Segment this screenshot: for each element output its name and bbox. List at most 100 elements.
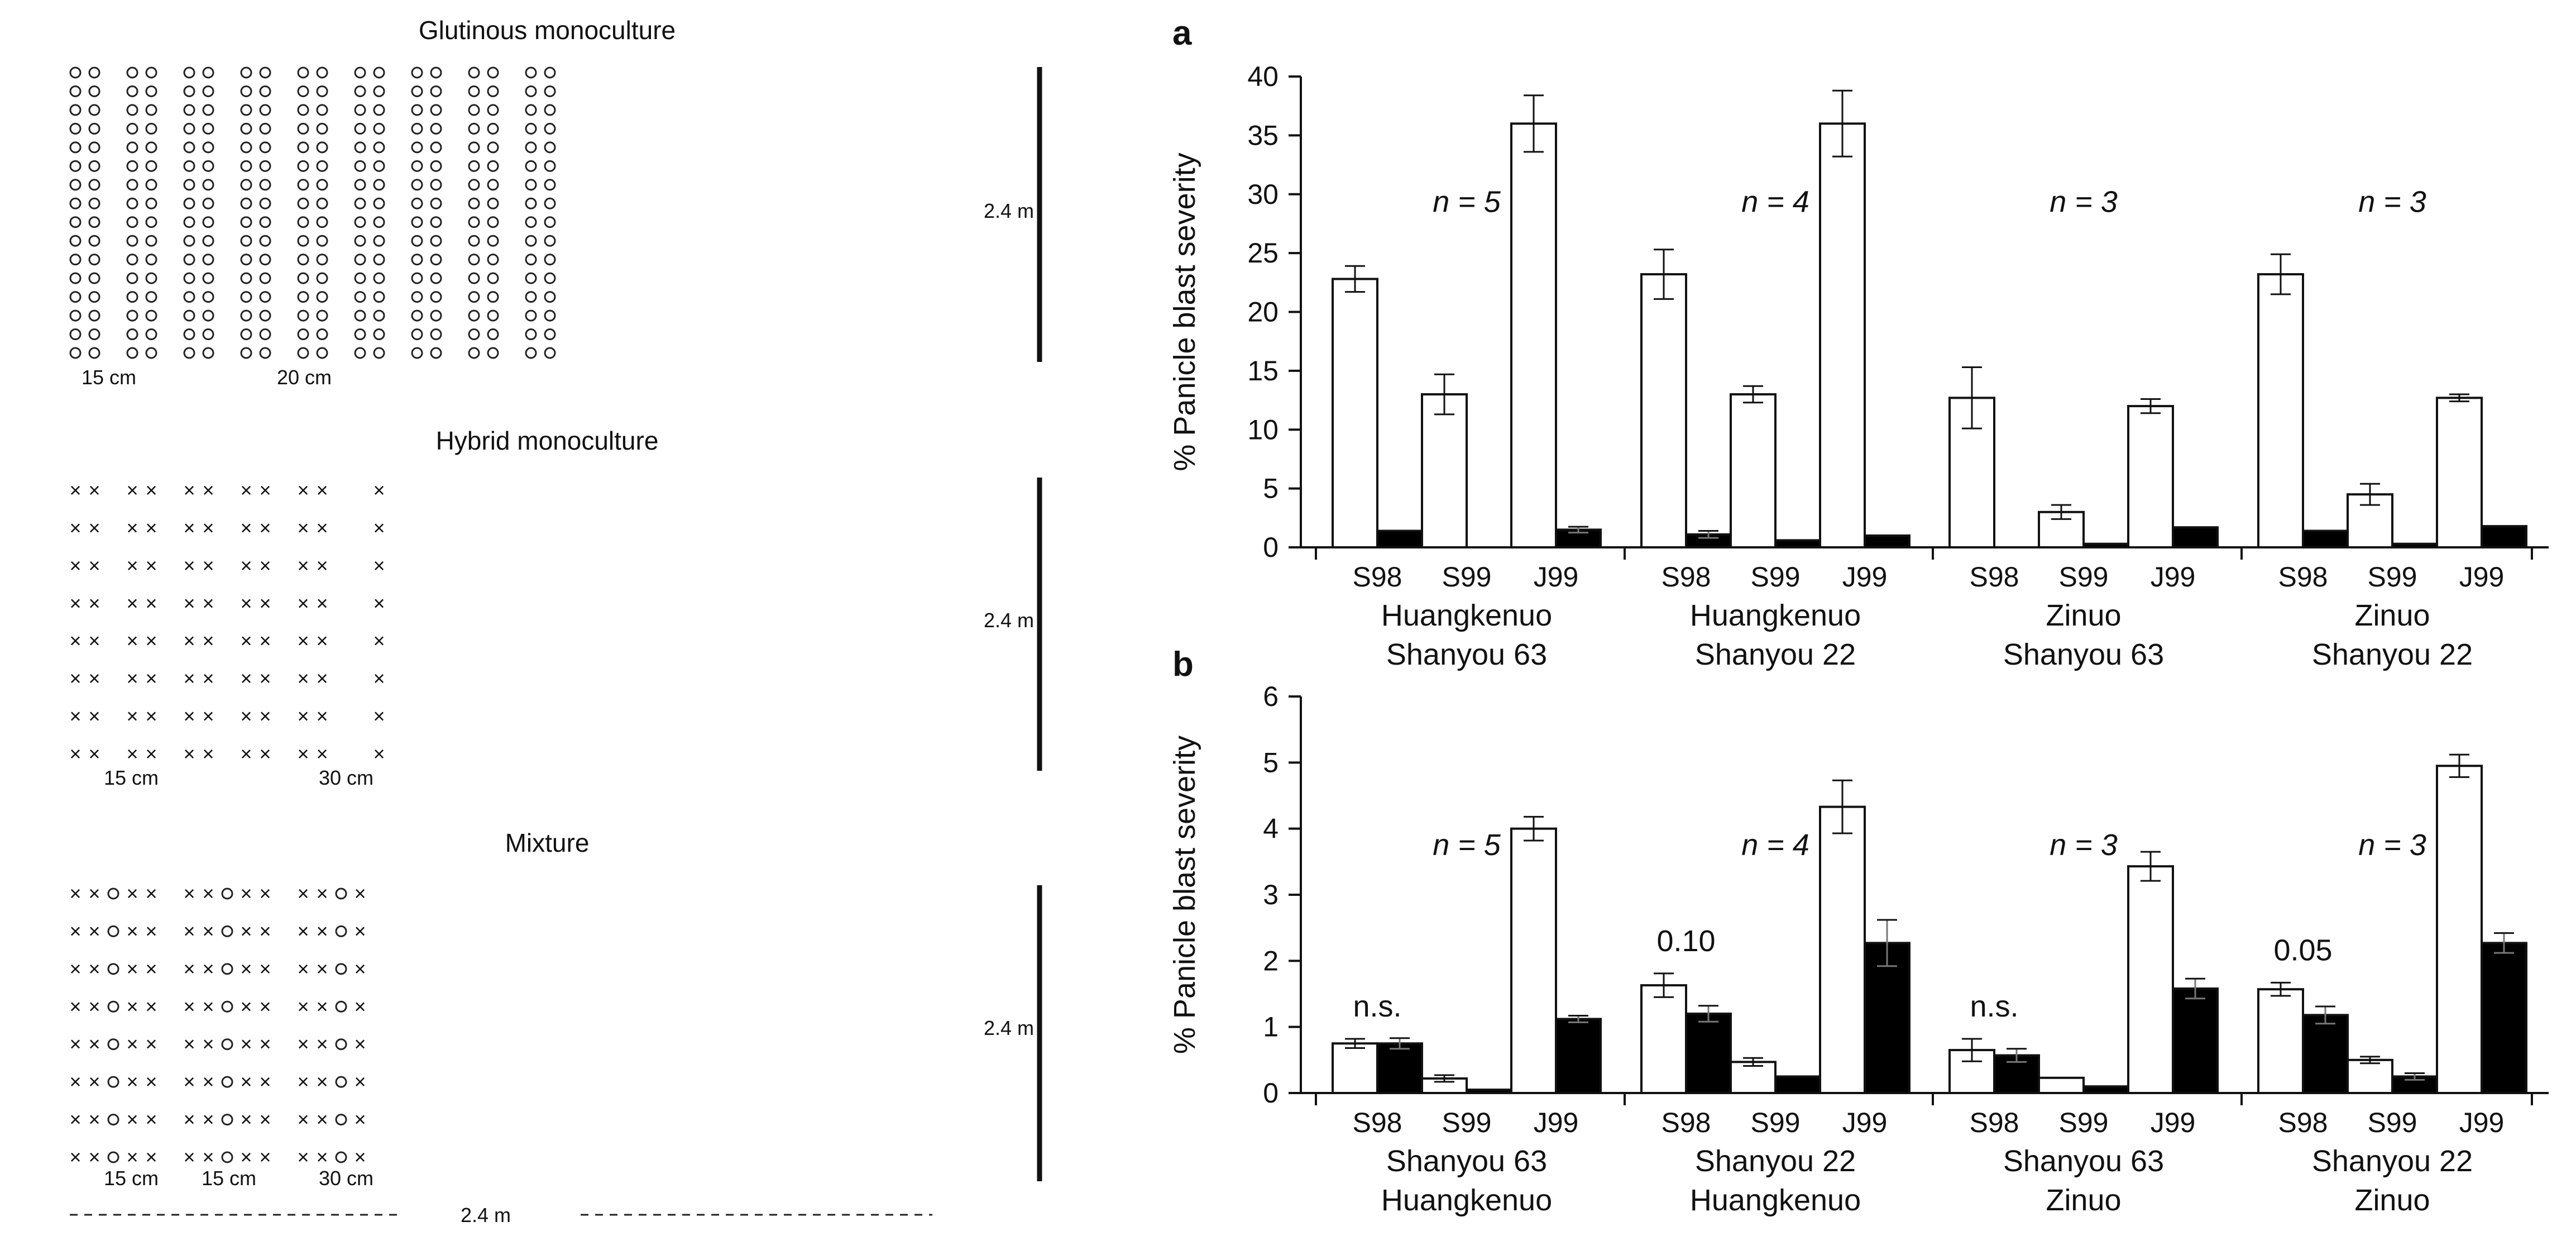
glutinous-plant-marker <box>259 272 271 284</box>
hybrid-plant-marker: × <box>202 591 214 614</box>
glutinous-plant-marker <box>183 254 195 266</box>
glutinous-plant-marker <box>430 104 442 116</box>
hybrid-plant-marker: × <box>297 516 309 539</box>
hybrid-plant-marker: × <box>259 1070 271 1093</box>
glutinous-plant-marker <box>525 141 537 154</box>
glutinous-plant-marker <box>316 179 328 191</box>
glutinous-plant-marker <box>354 160 366 172</box>
hybrid-plant-marker: × <box>88 1146 100 1168</box>
glutinous-plant-marker <box>544 104 556 116</box>
glutinous-plant-marker <box>221 887 233 900</box>
glutinous-plant-marker <box>430 122 442 135</box>
hybrid-plant-marker: × <box>202 479 214 502</box>
glutinous-plant-marker <box>316 347 328 359</box>
glutinous-plant-marker <box>335 1114 347 1126</box>
hybrid-plant-marker: × <box>202 957 214 980</box>
hybrid-plant-marker: × <box>316 591 328 614</box>
hybrid-plant-marker: × <box>354 882 366 905</box>
bar-filled <box>2082 1085 2129 1094</box>
hybrid-plant-marker: × <box>240 629 252 652</box>
glutinous-plant-marker <box>145 328 157 341</box>
hybrid-plant-marker: × <box>69 479 81 502</box>
glutinous-plant-marker <box>145 141 157 154</box>
glutinous-plant-marker <box>183 141 195 154</box>
glutinous-plant-marker <box>354 197 366 209</box>
hybrid-plant-marker: × <box>297 667 309 690</box>
hybrid-plant-marker: × <box>88 705 100 728</box>
hybrid-plant-marker: × <box>126 1033 138 1056</box>
glutinous-plant-marker <box>468 254 480 266</box>
x-group-label: Shanyou 22 <box>2312 1144 2473 1178</box>
hybrid-plant-marker: × <box>202 629 214 652</box>
glutinous-plant-marker <box>259 235 271 247</box>
y-tick-label: 30 <box>1247 179 1279 210</box>
hybrid-plant-marker: × <box>316 705 328 728</box>
glutinous-plant-marker <box>240 291 252 303</box>
glutinous-plant-marker <box>354 291 366 303</box>
glutinous-plant-marker <box>544 66 556 79</box>
hybrid-plant-marker: × <box>69 1146 81 1168</box>
glutinous-plant-marker <box>88 197 100 209</box>
glutinous-plant-marker <box>145 66 157 79</box>
hybrid-plant-marker: × <box>183 1033 195 1056</box>
glutinous-plant-marker <box>430 235 442 247</box>
hybrid-plant-marker: × <box>145 919 157 942</box>
glutinous-plant-marker <box>69 328 82 341</box>
glutinous-plant-marker <box>259 160 271 172</box>
glutinous-plant-marker <box>183 272 195 284</box>
glutinous-plant-marker <box>354 309 366 322</box>
significance-annotation: n.s. <box>1353 990 1401 1023</box>
glutinous-plant-marker <box>240 216 252 228</box>
y-tick-label: 25 <box>1247 237 1279 269</box>
hybrid-plant-marker: × <box>259 919 271 942</box>
x-tick-label: J99 <box>2151 1107 2196 1138</box>
hybrid-plant-marker: × <box>126 995 138 1018</box>
glutinous-plant-marker <box>316 328 328 341</box>
row-spacing-label: 15 cm <box>82 366 136 389</box>
glutinous-plant-marker <box>373 254 385 266</box>
glutinous-plant-marker <box>411 216 423 228</box>
glutinous-plant-marker <box>107 1114 119 1126</box>
glutinous-plant-marker <box>126 104 138 116</box>
glutinous-plant-marker <box>354 216 366 228</box>
glutinous-plant-marker <box>88 85 100 97</box>
hybrid-plant-marker: × <box>202 516 214 539</box>
glutinous-plant-marker <box>525 216 537 228</box>
hybrid-plant-marker: × <box>145 882 157 905</box>
glutinous-plant-marker <box>297 66 309 79</box>
hybrid-plant-marker: × <box>145 742 157 765</box>
hybrid-plant-marker: × <box>316 995 328 1018</box>
x-tick-label: J99 <box>1534 561 1579 593</box>
hybrid-plant-marker: × <box>373 742 385 765</box>
x-tick-label: S98 <box>1353 561 1402 593</box>
glutinous-plant-marker <box>202 309 214 322</box>
hybrid-plant-marker: × <box>297 1070 309 1093</box>
x-tick-label: S99 <box>1751 561 1801 593</box>
glutinous-plant-marker <box>297 160 309 172</box>
bar-open <box>2436 765 2483 1094</box>
glutinous-plant-marker <box>430 85 442 97</box>
glutinous-plant-marker <box>411 254 423 266</box>
glutinous-plant-marker <box>316 254 328 266</box>
glutinous-plant-marker <box>107 1000 119 1013</box>
hybrid-plant-marker: × <box>316 882 328 905</box>
hybrid-plant-marker: × <box>354 919 366 942</box>
chart-panel-b: b 0 1 2 3 4 5 6 % Panicle blast severity S98 S99 J9… <box>1168 645 2549 1217</box>
x-tick-label: J99 <box>1534 1107 1579 1138</box>
glutinous-plant-marker <box>373 309 385 322</box>
x-group-label: Zinuo <box>2046 599 2121 632</box>
hybrid-plant-marker: × <box>183 629 195 652</box>
y-tick-label: 20 <box>1247 297 1279 328</box>
glutinous-plant-marker <box>183 160 195 172</box>
glutinous-plant-marker <box>69 235 82 247</box>
hybrid-plant-marker: × <box>259 516 271 539</box>
glutinous-plant-marker <box>240 197 252 209</box>
glutinous-plant-marker <box>373 235 385 247</box>
glutinous-plant-marker <box>373 328 385 341</box>
hybrid-plant-marker: × <box>183 1146 195 1168</box>
glutinous-plant-marker <box>221 925 233 937</box>
hybrid-plant-marker: × <box>240 479 252 502</box>
glutinous-plant-marker <box>107 1076 119 1088</box>
hybrid-plant-marker: × <box>316 479 328 502</box>
